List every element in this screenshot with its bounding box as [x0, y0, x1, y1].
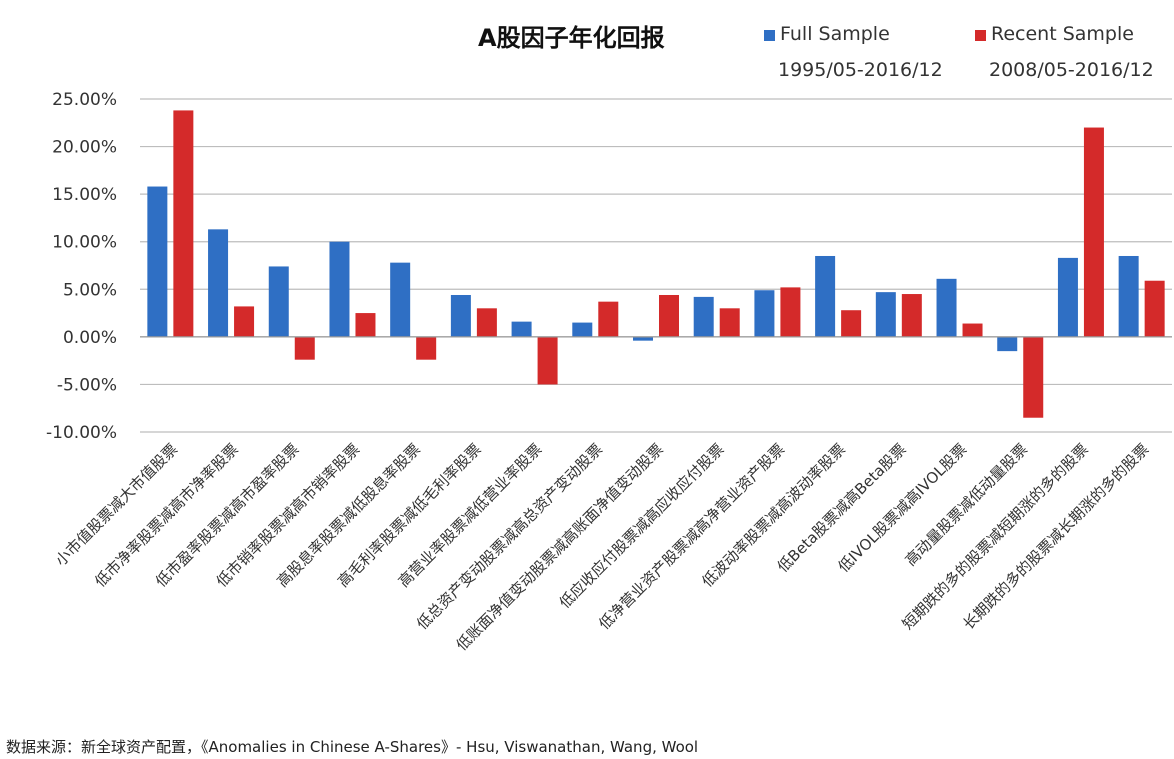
- bar-recent-sample: [1023, 336, 1044, 418]
- bar-full-sample: [511, 321, 532, 337]
- bar-recent-sample: [719, 308, 740, 337]
- bar-recent-sample: [234, 306, 255, 337]
- bar-full-sample: [875, 292, 896, 337]
- bar-full-sample: [208, 229, 229, 337]
- bar-recent-sample: [841, 310, 862, 337]
- bar-full-sample: [147, 186, 168, 337]
- y-tick-label: 0.00%: [63, 328, 117, 348]
- x-tick-label: 小市值股票减大市值股票: [52, 440, 181, 569]
- bar-recent-sample: [1083, 127, 1104, 337]
- bar-recent-sample: [901, 294, 922, 337]
- bar-recent-sample: [173, 110, 194, 337]
- bar-recent-sample: [537, 336, 558, 385]
- y-tick-label: -5.00%: [57, 375, 117, 395]
- bar-full-sample: [633, 336, 653, 341]
- legend-swatch-recent-sample: [975, 30, 986, 41]
- x-tick-label: 低账面净值变动股票减高账面净值变动股票: [453, 440, 667, 654]
- bar-full-sample: [997, 336, 1018, 352]
- legend-period-recent-sample: 2008/05-2016/12: [989, 59, 1154, 81]
- y-tick-label: 5.00%: [63, 280, 117, 300]
- bar-full-sample: [450, 294, 471, 337]
- legend-swatch-full-sample: [764, 30, 775, 41]
- legend-period-full-sample: 1995/05-2016/12: [778, 59, 943, 81]
- bar-full-sample: [329, 241, 350, 337]
- bar-recent-sample: [659, 294, 679, 337]
- bar-full-sample: [572, 322, 593, 337]
- bar-recent-sample: [476, 308, 497, 337]
- bar-recent-sample: [1144, 280, 1165, 337]
- bar-recent-sample: [780, 287, 801, 337]
- y-tick-label: 20.00%: [52, 138, 117, 158]
- y-tick-label: -10.00%: [46, 423, 117, 443]
- bar-full-sample: [936, 278, 957, 337]
- bar-recent-sample: [355, 313, 376, 337]
- legend-label-recent-sample: Recent Sample: [991, 23, 1134, 45]
- bar-recent-sample: [598, 301, 619, 337]
- bar-full-sample: [1118, 255, 1139, 337]
- source-note: 数据来源：新全球资产配置，《Anomalies in Chinese A-Sha…: [6, 738, 699, 756]
- bar-recent-sample: [962, 323, 983, 337]
- y-tick-label: 10.00%: [52, 233, 117, 253]
- bar-full-sample: [1057, 257, 1078, 337]
- bar-full-sample: [754, 290, 775, 337]
- x-tick-label: 高动量股票减低动量股票: [902, 440, 1031, 569]
- y-tick-label: 25.00%: [52, 90, 117, 110]
- legend-label-full-sample: Full Sample: [780, 23, 890, 45]
- bar-full-sample: [268, 266, 289, 337]
- bar-full-sample: [815, 255, 836, 337]
- chart-title: A股因子年化回报: [478, 24, 665, 52]
- bar-full-sample: [390, 262, 411, 337]
- bar-recent-sample: [416, 336, 437, 360]
- bar-recent-sample: [294, 336, 315, 360]
- y-tick-label: 15.00%: [52, 185, 117, 205]
- bar-full-sample: [693, 296, 714, 337]
